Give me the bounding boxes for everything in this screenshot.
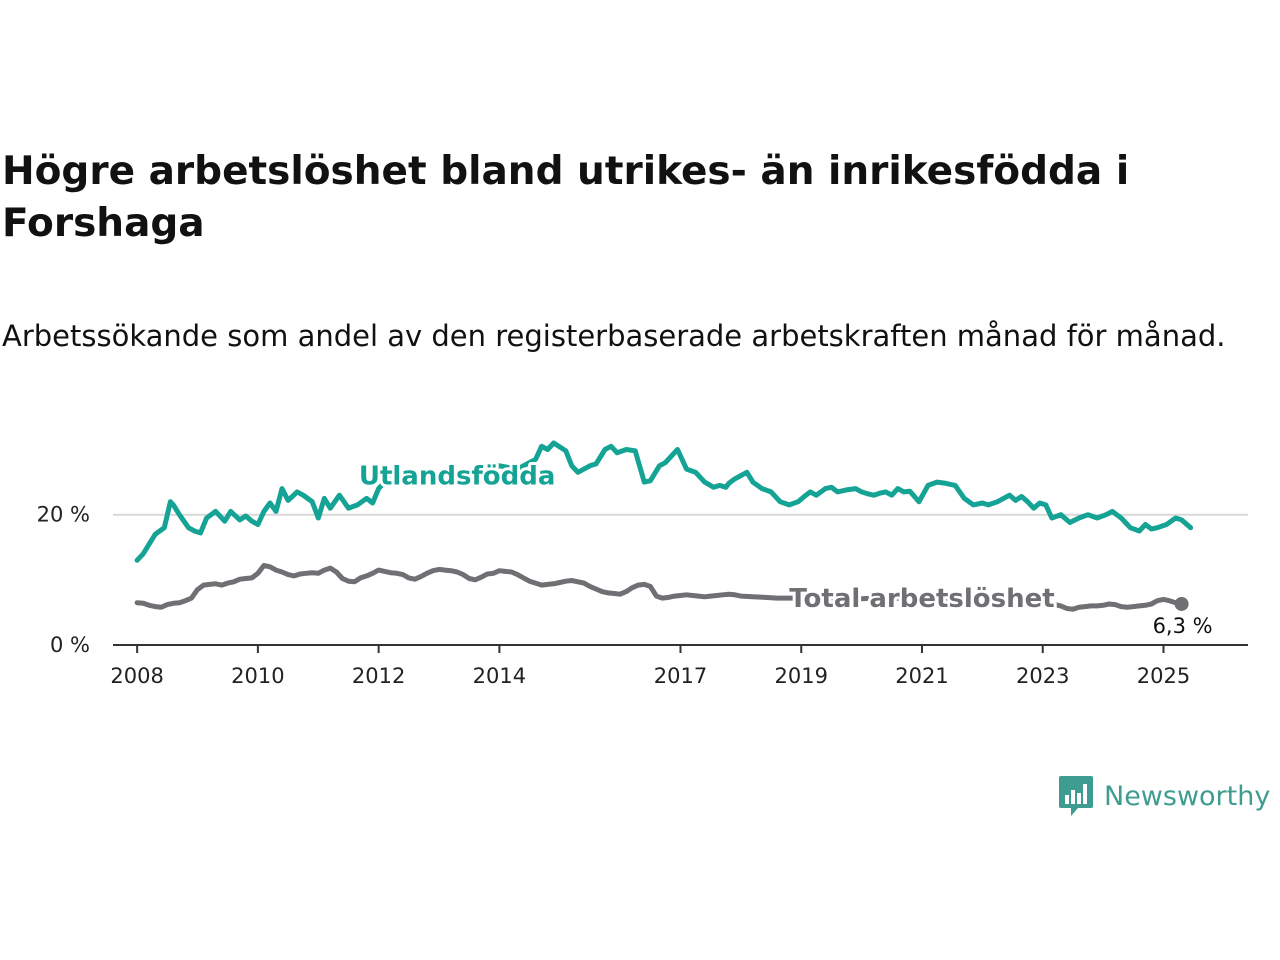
x-tick-label: 2025 <box>1137 664 1190 688</box>
x-tick-label: 2008 <box>110 664 163 688</box>
chart-subtitle: Arbetssökande som andel av den registerb… <box>2 319 1226 353</box>
x-tick-label: 2012 <box>352 664 405 688</box>
end-point-marker <box>1174 596 1189 611</box>
x-tick-label: 2019 <box>775 664 828 688</box>
x-tick-label: 2010 <box>231 664 284 688</box>
brand-name: Newsworthy <box>1104 780 1271 812</box>
x-tick-label: 2017 <box>654 664 707 688</box>
newsworthy-logo: Newsworthy <box>1058 774 1270 818</box>
y-tick-label: 20 % <box>37 503 90 527</box>
y-tick-label: 0 % <box>50 633 90 657</box>
x-tick-label: 2014 <box>473 664 526 688</box>
series-label-foreign_born: Utlandsfödda <box>359 462 556 492</box>
series-label-total: Total arbetslöshet <box>789 584 1054 614</box>
end-value-label: 6,3 % <box>1153 614 1213 638</box>
chart-title: Högre arbetslöshet bland utrikes- än inr… <box>2 149 1130 246</box>
series-line-foreign_born <box>134 440 1194 563</box>
series-line-total <box>134 563 1185 612</box>
bar-chart-speech-bubble-icon <box>1059 776 1093 816</box>
x-tick-label: 2023 <box>1016 664 1069 688</box>
x-tick-label: 2021 <box>895 664 948 688</box>
